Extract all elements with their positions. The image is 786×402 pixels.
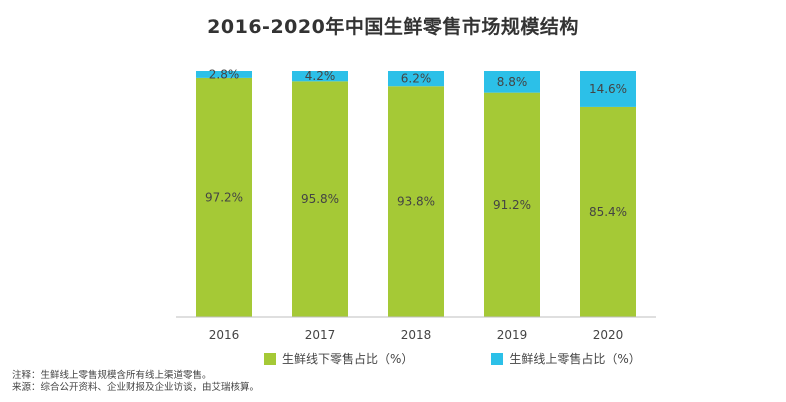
data-label-offline-2016: 97.2%	[205, 190, 243, 204]
bar-offline-2020	[580, 106, 636, 317]
data-label-offline-2018: 93.8%	[397, 195, 435, 209]
chart-legend: 生鲜线下零售占比（%） 生鲜线上零售占比（%）	[264, 350, 641, 367]
legend-label-offline: 生鲜线下零售占比（%）	[282, 352, 414, 366]
bar-offline-2018	[388, 86, 444, 317]
chart-title: 2016-2020年中国生鲜零售市场规模结构	[207, 16, 579, 38]
bar-offline-2017	[292, 81, 348, 317]
data-label-offline-2017: 95.8%	[301, 192, 339, 206]
x-tick-label-2020: 2020	[593, 328, 624, 342]
footnote-source: 来源：综合公开资料、企业财报及企业访谈，由艾瑞核算。	[12, 382, 260, 393]
bar-online-2020	[580, 71, 636, 107]
bar-offline-2019	[484, 92, 540, 317]
bar-offline-2016	[196, 77, 252, 317]
data-label-online-2017: 4.2%	[305, 69, 336, 83]
x-tick-label-2019: 2019	[497, 328, 528, 342]
legend-swatch-online	[491, 352, 504, 365]
legend-item-offline: 生鲜线下零售占比（%）	[264, 350, 413, 367]
data-label-offline-2019: 91.2%	[493, 198, 531, 212]
data-label-online-2019: 8.8%	[497, 75, 528, 89]
data-label-online-2016: 2.8%	[209, 67, 240, 81]
footnote-note: 注释：生鲜线上零售规模含所有线上渠道零售。	[12, 370, 212, 381]
x-tick-label-2018: 2018	[401, 328, 432, 342]
legend-label-online: 生鲜线上零售占比（%）	[509, 352, 641, 366]
bar-online-2018	[388, 71, 444, 87]
bar-online-2019	[484, 71, 540, 93]
x-tick-label-2017: 2017	[305, 328, 336, 342]
bar-online-2016	[196, 71, 252, 78]
legend-item-online: 生鲜线上零售占比（%）	[491, 350, 641, 367]
data-label-online-2020: 14.6%	[589, 82, 627, 96]
data-label-offline-2020: 85.4%	[589, 205, 627, 219]
data-label-online-2018: 6.2%	[401, 72, 432, 86]
bar-online-2017	[292, 71, 348, 82]
legend-swatch-offline	[264, 352, 276, 365]
x-tick-label-2016: 2016	[209, 328, 240, 342]
